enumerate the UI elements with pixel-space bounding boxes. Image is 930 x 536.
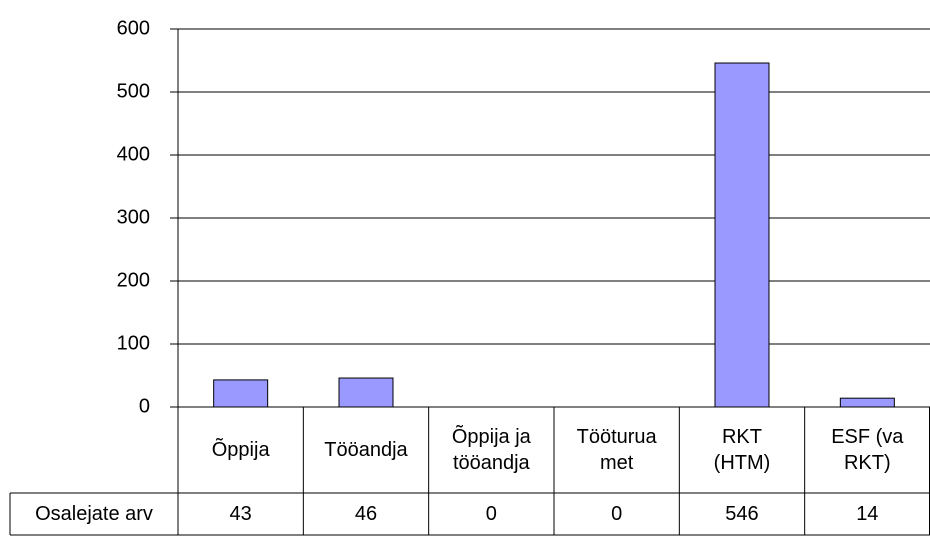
table-value-text: 43: [229, 503, 252, 525]
x-tick-label: Tööturua met: [554, 407, 679, 493]
table-value-text: 14: [856, 503, 879, 525]
table-value-text: 546: [725, 503, 759, 525]
x-tick-label-text: Õppija ja tööandja: [451, 426, 531, 474]
bar: [714, 62, 770, 408]
bar: [338, 377, 394, 408]
table-value: 46: [303, 493, 428, 535]
bar: [213, 379, 269, 408]
y-tick-label: 200: [117, 269, 150, 291]
y-tick-label: 100: [117, 332, 150, 354]
bar: [839, 397, 895, 408]
x-tick-label: ESF (va RKT): [805, 407, 930, 493]
table-value-text: 0: [611, 503, 623, 525]
series-name-text: Osalejate arv: [35, 503, 153, 525]
x-tick-label-text: Tööandja: [324, 439, 408, 461]
table-value: 0: [554, 493, 679, 535]
table-value-text: 0: [485, 503, 497, 525]
table-value: 0: [429, 493, 554, 535]
x-tick-label: Õppija: [178, 407, 303, 493]
y-tick-label: 300: [117, 206, 150, 228]
y-tick-label: 500: [117, 80, 150, 102]
x-tick-label: Õppija ja tööandja: [429, 407, 554, 493]
table-value-text: 46: [354, 503, 378, 525]
y-tick-label: 0: [139, 395, 150, 417]
y-tick-label: 600: [117, 17, 150, 39]
table-value: 43: [178, 493, 303, 535]
y-tick-label: 400: [117, 143, 150, 165]
x-tick-label: Tööandja: [303, 407, 428, 493]
x-tick-label-text: Tööturua met: [576, 426, 657, 474]
x-tick-label: RKT (HTM): [679, 407, 804, 493]
x-tick-label-text: RKT (HTM): [713, 426, 771, 474]
table-value: 546: [679, 493, 804, 535]
table-value: 14: [805, 493, 930, 535]
series-name: Osalejate arv: [10, 493, 178, 535]
x-tick-label-text: Õppija: [211, 439, 270, 461]
x-tick-label-text: ESF (va RKT): [831, 426, 904, 474]
